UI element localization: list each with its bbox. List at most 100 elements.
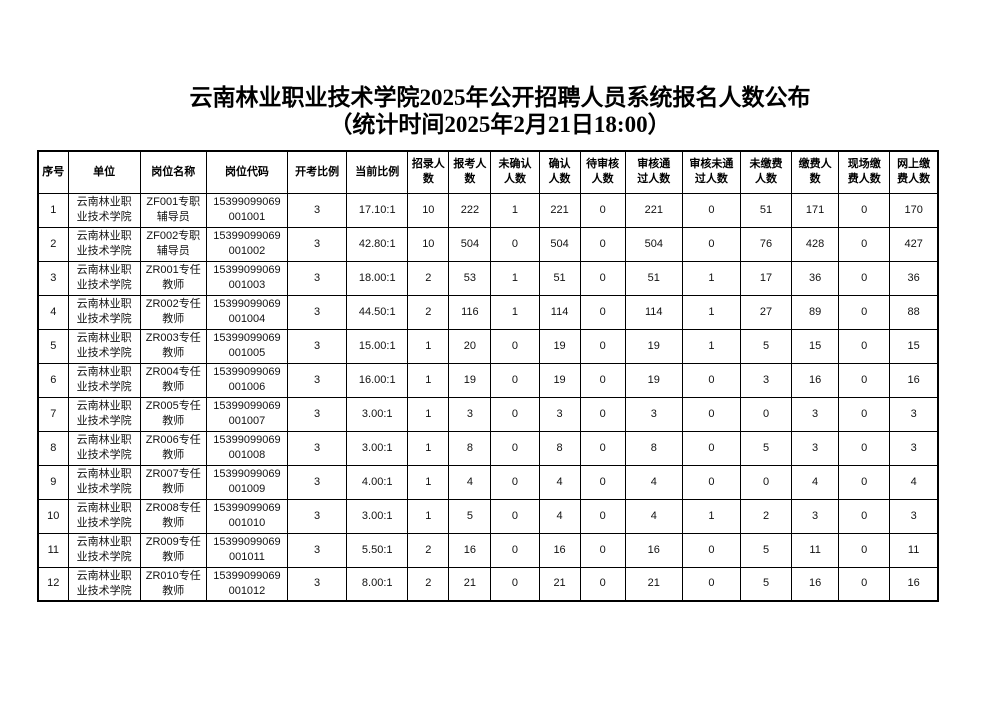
table-cell: 3 [889, 498, 939, 534]
column-header: 现场缴 费人数 [838, 150, 891, 194]
column-header: 待审核 人数 [579, 150, 626, 194]
table-cell: 2 [407, 532, 450, 568]
table-cell: 5.50:1 [346, 532, 409, 568]
table-cell: 3 [791, 498, 840, 534]
table-cell: 0 [579, 566, 626, 602]
table-cell: 222 [448, 192, 492, 228]
table-cell: ZR007专任 教师 [139, 464, 207, 500]
column-header: 开考比例 [287, 150, 348, 194]
table-cell: 云南林业职 业技术学院 [67, 566, 141, 602]
table-cell: 1 [490, 294, 540, 330]
table-cell: 15399099069 001011 [205, 532, 289, 568]
table-cell: 1 [407, 362, 450, 398]
table-cell: 0 [579, 260, 626, 296]
column-header: 未确认 人数 [490, 150, 540, 194]
table-cell: 2 [407, 566, 450, 602]
table-cell: 504 [448, 226, 492, 262]
table-cell: 3.00:1 [346, 430, 409, 466]
recruitment-signup-table: 序号 单位 岗位名称 岗位代码 开考比例 当前比例 招录人 数报考人 数未确认 人数 确认 人… [37, 150, 939, 602]
table-cell: 2 [407, 260, 450, 296]
table-cell: 15399099069 001004 [205, 294, 289, 330]
table-cell: 3 [287, 294, 348, 330]
table-cell: 5 [739, 566, 793, 602]
table-cell: 36 [791, 260, 840, 296]
table-cell: 0 [838, 566, 891, 602]
table-cell: 3 [287, 566, 348, 602]
table-cell: 19 [538, 328, 581, 364]
table-cell: ZR001专任 教师 [139, 260, 207, 296]
table-cell: 0 [579, 294, 626, 330]
table-cell: 10 [407, 192, 450, 228]
table-cell: 0 [681, 532, 741, 568]
title-line-1: 云南林业职业技术学院2025年公开招聘人员系统报名人数公布 [189, 85, 811, 110]
table-cell: 3 [287, 192, 348, 228]
table-cell: 19 [538, 362, 581, 398]
table-cell: 4 [448, 464, 492, 500]
table-cell: 5 [739, 430, 793, 466]
table-row: 1 云南林业职 业技术学院 ZF001专职 辅导员 15399099069 00100… [37, 192, 939, 228]
table-cell: 170 [889, 192, 939, 228]
table-cell: 云南林业职 业技术学院 [67, 260, 141, 296]
table-cell: 0 [838, 430, 891, 466]
table-cell: 云南林业职 业技术学院 [67, 430, 141, 466]
column-header: 单位 [67, 150, 141, 194]
table-cell: 11 [889, 532, 939, 568]
table-cell: 3.00:1 [346, 498, 409, 534]
table-cell: 0 [579, 192, 626, 228]
column-header: 未缴费 人数 [739, 150, 793, 194]
page-title: 云南林业职业技术学院2025年公开招聘人员系统报名人数公布 （统计时间2025年… [0, 84, 1000, 138]
table-cell: ZR003专任 教师 [139, 328, 207, 364]
table-cell: 3 [287, 464, 348, 500]
table-cell: 16 [624, 532, 683, 568]
table-cell: 428 [791, 226, 840, 262]
table-header-row: 序号 单位 岗位名称 岗位代码 开考比例 当前比例 招录人 数报考人 数未确认 人数 确认 人… [37, 150, 939, 194]
table-cell: 0 [579, 498, 626, 534]
table-cell: 0 [579, 328, 626, 364]
table-row: 11 云南林业职 业技术学院 ZR009专任 教师 15399099069 00101… [37, 532, 939, 568]
table-cell: ZR008专任 教师 [139, 498, 207, 534]
table-cell: 51 [538, 260, 581, 296]
table-cell: 9 [37, 464, 69, 500]
table-cell: 1 [681, 498, 741, 534]
table-cell: 221 [538, 192, 581, 228]
table-cell: 4 [889, 464, 939, 500]
table-cell: 21 [448, 566, 492, 602]
table-cell: 0 [579, 532, 626, 568]
table-cell: 1 [490, 260, 540, 296]
table-cell: 5 [739, 532, 793, 568]
table-row: 7 云南林业职 业技术学院 ZR005专任 教师 15399099069 001007… [37, 396, 939, 432]
table-cell: 云南林业职 业技术学院 [67, 226, 141, 262]
table-cell: 3 [791, 396, 840, 432]
table-cell: 0 [579, 226, 626, 262]
table-cell: 7 [37, 396, 69, 432]
table-cell: 云南林业职 业技术学院 [67, 362, 141, 398]
table-row: 3 云南林业职 业技术学院 ZR001专任 教师 15399099069 001003… [37, 260, 939, 296]
table-row: 8 云南林业职 业技术学院 ZR006专任 教师 15399099069 001008… [37, 430, 939, 466]
table-cell: 4 [538, 464, 581, 500]
table-cell: 3 [37, 260, 69, 296]
table-cell: 0 [490, 362, 540, 398]
table-cell: 3 [287, 532, 348, 568]
table-cell: 1 [681, 260, 741, 296]
table-cell: 15399099069 001010 [205, 498, 289, 534]
table-cell: 15399099069 001007 [205, 396, 289, 432]
table-cell: 16 [791, 566, 840, 602]
table-cell: 3 [287, 362, 348, 398]
table-cell: 1 [407, 464, 450, 500]
table-cell: 19 [624, 328, 683, 364]
table-cell: 15399099069 001005 [205, 328, 289, 364]
table-row: 9 云南林业职 业技术学院 ZR007专任 教师 15399099069 001009… [37, 464, 939, 500]
column-header: 岗位代码 [205, 150, 289, 194]
table-cell: 0 [838, 396, 891, 432]
table-cell: ZF002专职 辅导员 [139, 226, 207, 262]
table-cell: 2 [37, 226, 69, 262]
table-cell: 16 [889, 566, 939, 602]
table-cell: 0 [490, 226, 540, 262]
table-cell: 15399099069 001002 [205, 226, 289, 262]
table-cell: 19 [448, 362, 492, 398]
table-cell: 10 [37, 498, 69, 534]
table-cell: 4.00:1 [346, 464, 409, 500]
table-cell: 1 [681, 294, 741, 330]
table-cell: 76 [739, 226, 793, 262]
table-row: 6 云南林业职 业技术学院 ZR004专任 教师 15399099069 001006… [37, 362, 939, 398]
